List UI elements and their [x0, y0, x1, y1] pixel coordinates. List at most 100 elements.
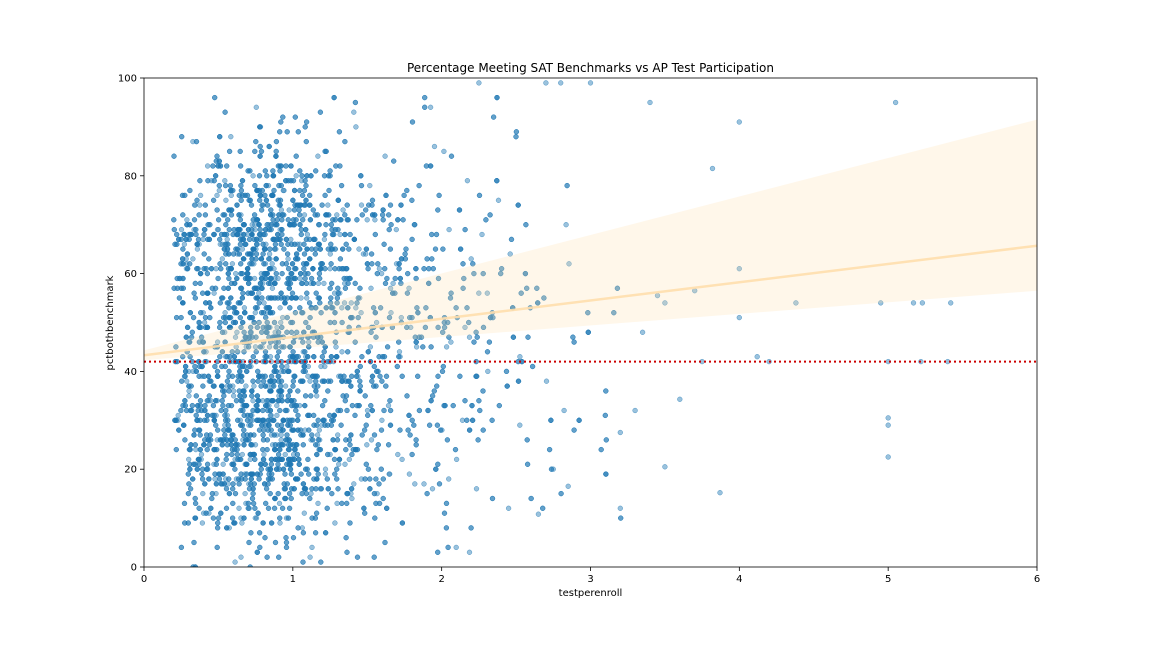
scatter-point	[302, 178, 308, 184]
scatter-point	[333, 354, 340, 360]
scatter-point	[301, 212, 308, 218]
scatter-point	[415, 373, 421, 379]
scatter-point	[272, 363, 278, 370]
scatter-point	[476, 192, 483, 199]
scatter-point	[268, 358, 274, 365]
scatter-point	[602, 412, 608, 419]
scatter-point	[179, 134, 185, 140]
scatter-point	[311, 383, 317, 389]
scatter-point	[230, 481, 236, 487]
scatter-point	[190, 138, 196, 145]
scatter-point	[212, 285, 219, 291]
scatter-point	[357, 295, 363, 301]
scatter-point	[234, 446, 240, 453]
scatter-point	[378, 427, 385, 433]
scatter-point	[280, 466, 287, 472]
scatter-point	[278, 319, 284, 326]
scatter-point	[396, 349, 403, 355]
scatter-point	[243, 402, 250, 409]
scatter-point	[293, 153, 299, 159]
scatter-point	[428, 344, 434, 350]
scatter-point	[220, 471, 226, 477]
scatter-point	[183, 334, 189, 340]
scatter-point	[250, 246, 257, 252]
scatter-point	[213, 412, 219, 419]
scatter-point	[315, 417, 321, 423]
scatter-point	[295, 129, 301, 135]
scatter-point	[191, 226, 197, 233]
scatter-point	[303, 138, 309, 145]
scatter-point	[344, 275, 350, 282]
scatter-point	[585, 329, 591, 335]
plot-area	[143, 77, 1038, 568]
scatter-point	[249, 393, 255, 399]
scatter-point	[382, 539, 388, 546]
scatter-point	[249, 231, 255, 238]
scatter-point	[282, 471, 288, 477]
scatter-point	[276, 212, 282, 218]
scatter-point	[361, 427, 368, 433]
scatter-point	[452, 446, 459, 453]
scatter-point	[201, 251, 207, 257]
scatter-point	[222, 354, 229, 360]
scatter-point	[289, 417, 295, 423]
scatter-point	[312, 373, 318, 379]
scatter-point	[310, 266, 316, 272]
scatter-point	[241, 393, 248, 399]
scatter-point	[313, 290, 319, 296]
scatter-point	[587, 80, 594, 86]
scatter-point	[237, 163, 244, 169]
scatter-point	[354, 217, 360, 223]
scatter-point	[239, 295, 246, 301]
scatter-point	[314, 451, 320, 458]
y-tick-label: 100	[118, 74, 137, 85]
scatter-point	[228, 134, 234, 140]
scatter-point	[176, 295, 183, 301]
scatter-point	[409, 417, 415, 423]
scatter-point	[267, 378, 273, 384]
scatter-point	[264, 446, 270, 453]
y-tick-label: 80	[124, 171, 137, 182]
scatter-point	[563, 222, 569, 228]
scatter-point	[373, 476, 379, 482]
scatter-point	[254, 393, 261, 399]
scatter-point	[202, 402, 208, 409]
scatter-point	[220, 402, 226, 409]
scatter-point	[182, 192, 188, 199]
scatter-point	[357, 388, 363, 394]
scatter-point	[226, 427, 233, 433]
scatter-point	[391, 158, 397, 164]
scatter-point	[473, 486, 480, 492]
scatter-point	[265, 295, 272, 301]
scatter-point	[263, 182, 269, 189]
scatter-point	[284, 129, 290, 135]
scatter-point	[277, 515, 283, 521]
scatter-point	[189, 329, 195, 335]
scatter-point	[302, 270, 308, 277]
scatter-point	[213, 490, 219, 497]
scatter-point	[340, 246, 346, 252]
scatter-point	[247, 432, 254, 438]
scatter-point	[275, 451, 282, 458]
scatter-point	[289, 402, 295, 409]
scatter-point	[224, 236, 230, 243]
scatter-point	[288, 178, 294, 184]
scatter-point	[212, 173, 219, 179]
scatter-point	[411, 422, 417, 428]
scatter-point	[275, 275, 281, 282]
scatter-point	[359, 212, 365, 218]
scatter-point	[483, 217, 489, 223]
scatter-point	[529, 363, 536, 370]
scatter-point	[326, 187, 332, 194]
scatter-point	[246, 422, 252, 428]
scatter-point	[239, 373, 245, 379]
scatter-point	[290, 349, 296, 355]
scatter-point	[184, 217, 190, 223]
scatter-point	[239, 178, 246, 184]
scatter-point	[186, 481, 192, 487]
scatter-point	[318, 363, 324, 370]
scatter-point	[426, 422, 433, 428]
scatter-point	[211, 383, 217, 389]
scatter-point	[237, 314, 243, 321]
scatter-point	[235, 300, 242, 306]
